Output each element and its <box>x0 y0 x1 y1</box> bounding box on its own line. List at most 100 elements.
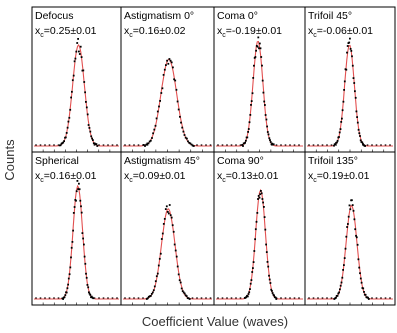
data-point <box>336 139 339 142</box>
data-point <box>354 228 357 231</box>
panel-title: Astigmatism 0° <box>124 10 194 22</box>
y-axis-title: Counts <box>2 139 17 181</box>
baseline-point <box>48 297 51 299</box>
panel-xc-value: xc=0.09±0.01 <box>124 170 186 184</box>
data-point <box>351 64 354 67</box>
data-point <box>268 274 270 277</box>
baseline-point <box>308 144 310 146</box>
data-point <box>166 59 168 62</box>
data-point <box>179 115 181 118</box>
data-point <box>350 50 353 52</box>
xc-subscript: c <box>129 177 133 184</box>
data-point <box>155 117 158 120</box>
data-point <box>90 135 93 138</box>
data-point <box>258 42 261 45</box>
data-point <box>185 295 188 297</box>
baseline-point <box>321 297 324 299</box>
data-point <box>250 279 253 281</box>
data-point <box>88 127 91 129</box>
baseline-point <box>200 297 203 299</box>
baseline-point <box>375 144 378 146</box>
baseline-point <box>57 144 60 146</box>
data-point <box>89 294 92 296</box>
data-point <box>179 281 182 284</box>
data-point <box>344 247 347 250</box>
data-point <box>162 223 165 225</box>
data-point <box>247 128 250 130</box>
data-point <box>267 265 270 268</box>
data-point <box>268 137 271 140</box>
baseline-point <box>335 144 337 146</box>
baseline-point <box>53 144 55 146</box>
data-point <box>89 130 92 133</box>
data-point <box>264 104 266 106</box>
data-point <box>182 291 185 294</box>
xc-text: =-0.19±0.01 <box>226 25 282 37</box>
baseline-point <box>326 144 328 146</box>
baseline-point <box>209 297 212 299</box>
baseline-point <box>44 144 46 146</box>
xc-subscript: c <box>40 177 44 184</box>
data-point <box>354 90 356 93</box>
data-point <box>65 132 68 134</box>
data-point <box>184 294 187 297</box>
baseline-point <box>239 144 242 146</box>
baseline-point <box>293 144 296 146</box>
data-point <box>174 79 177 82</box>
data-point <box>64 294 67 296</box>
data-point <box>77 188 79 190</box>
data-point <box>338 291 340 294</box>
baseline-point <box>142 144 144 146</box>
data-point <box>80 211 83 214</box>
data-point <box>245 296 248 298</box>
panel-7: Coma 90° xc=0.13±0.01 <box>213 151 306 306</box>
data-point <box>180 121 182 124</box>
baseline-point <box>142 297 144 299</box>
gaussian-fit-curve <box>307 205 393 300</box>
baseline-point <box>298 144 300 146</box>
data-point <box>186 137 188 140</box>
data-point <box>157 264 160 267</box>
baseline-point <box>326 297 328 299</box>
data-point <box>348 41 351 44</box>
data-point <box>265 118 268 121</box>
data-point <box>62 298 64 300</box>
data-point <box>250 100 253 102</box>
baseline-point <box>128 144 131 146</box>
data-point <box>85 101 87 103</box>
data-point <box>83 255 86 258</box>
data-point <box>351 55 353 58</box>
data-point <box>355 236 358 239</box>
data-point <box>176 265 179 268</box>
baseline-point <box>366 144 369 146</box>
baseline-point <box>205 144 207 146</box>
data-point <box>349 37 351 40</box>
panel-xc-value: xc=-0.06±0.01 <box>308 25 373 39</box>
data-point <box>76 42 79 44</box>
data-point <box>63 140 65 142</box>
data-point <box>159 100 161 102</box>
data-point <box>183 134 186 136</box>
data-point <box>259 47 262 50</box>
data-point <box>249 282 252 285</box>
xc-subscript: c <box>129 32 133 39</box>
data-point <box>86 284 89 286</box>
baseline-point <box>384 297 387 299</box>
baseline-point <box>116 297 118 299</box>
data-point <box>158 105 160 108</box>
data-point <box>351 199 353 202</box>
data-point <box>71 241 74 243</box>
data-point <box>169 59 172 62</box>
data-point <box>71 79 74 82</box>
data-point <box>182 130 185 133</box>
baseline-point <box>217 297 219 299</box>
data-point <box>265 243 267 246</box>
xc-symbol: x <box>124 25 130 37</box>
baseline-point <box>312 297 315 299</box>
data-point <box>263 100 266 103</box>
baseline-point <box>39 297 42 299</box>
data-point <box>258 47 260 50</box>
panel-1: Defocus xc=0.25±0.01 <box>31 6 122 153</box>
data-point <box>273 294 275 297</box>
